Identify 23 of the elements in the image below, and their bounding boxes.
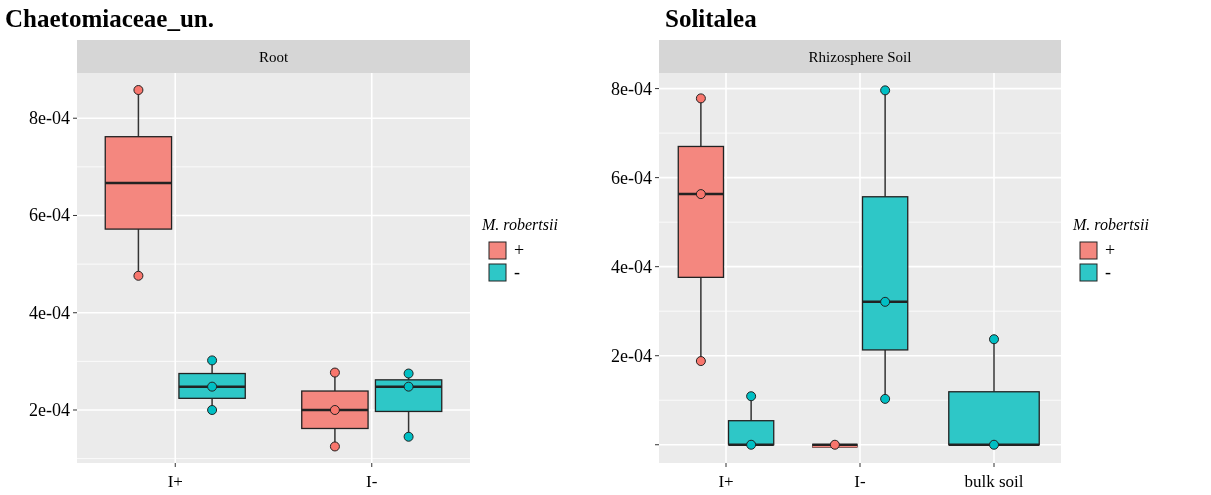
legend-label: + (514, 240, 525, 260)
y-tick-label: 8e-04 (611, 78, 652, 99)
y-tick-label: 4e-04 (29, 302, 70, 323)
chart-subtitle: Rhizosphere Soil (808, 48, 912, 65)
x-tick-label: bulk soil (964, 472, 1024, 491)
y-tick-label: 2e-04 (611, 345, 652, 366)
y-tick-label: 6e-04 (611, 167, 652, 188)
x-tick-label: I- (854, 472, 866, 491)
y-tick-label: 2e-04 (29, 400, 70, 420)
y-tick-label: 4e-04 (611, 256, 652, 277)
y-tick-label: 8e-04 (29, 108, 70, 129)
legend-title: M. robertsii (1072, 216, 1149, 233)
legend-label: + (1105, 240, 1116, 260)
x-tick-label: I+ (718, 472, 734, 491)
legend-label: - (514, 262, 520, 282)
chart-subtitle: Root (258, 48, 289, 65)
y-tick-label: 6e-04 (29, 205, 70, 226)
x-tick-label: I- (366, 472, 378, 491)
x-tick-label: I+ (167, 472, 183, 491)
chart-title: Chaetomiaceae_un. (5, 5, 214, 32)
legend-label: - (1105, 262, 1111, 282)
chart-title: Solitalea (665, 5, 758, 32)
legend-title: M. robertsii (481, 216, 558, 233)
